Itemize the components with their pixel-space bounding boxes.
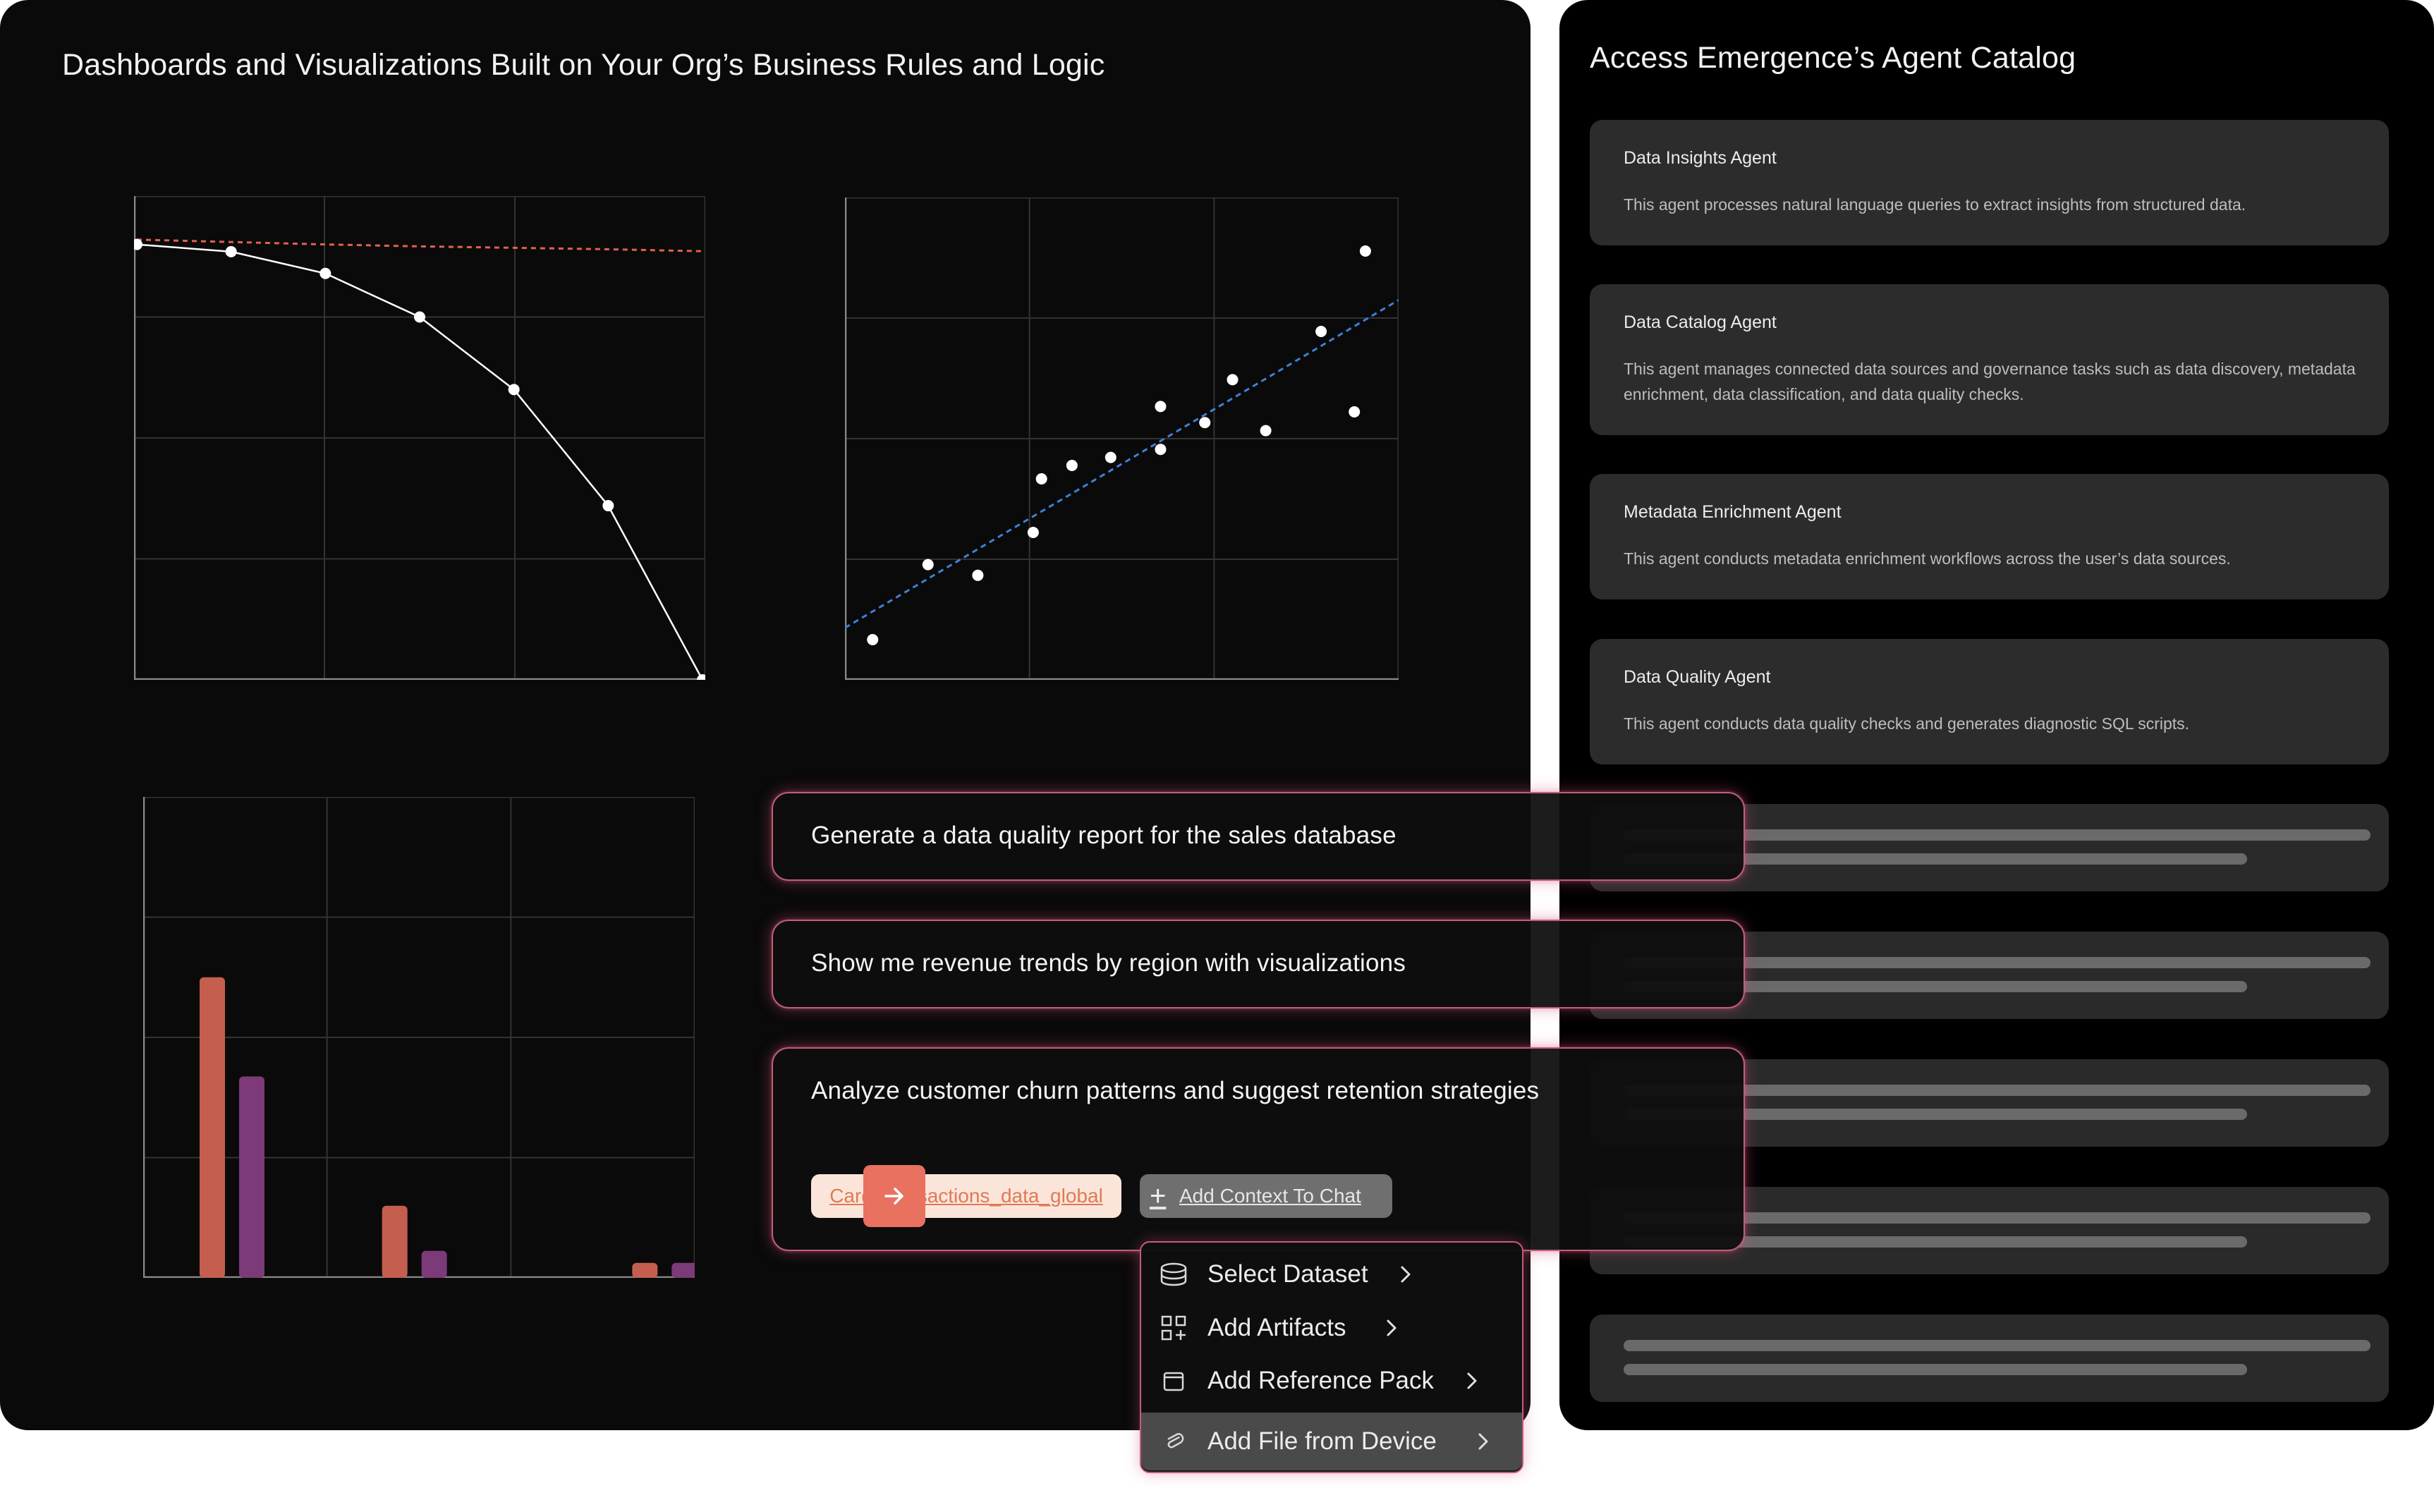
bar [421, 1250, 447, 1278]
agent-card-data-quality[interactable]: Data Quality Agent This agent conducts d… [1590, 639, 2389, 764]
add-context-button[interactable]: + Add Context To Chat [1140, 1174, 1392, 1218]
send-button[interactable] [863, 1165, 925, 1227]
data-point [1035, 473, 1047, 484]
series-line [136, 243, 704, 680]
data-point [867, 634, 879, 645]
data-point [1199, 417, 1211, 429]
database-icon [1158, 1259, 1189, 1290]
placeholder-line [1624, 1212, 2371, 1224]
agent-name: Metadata Enrichment Agent [1624, 502, 1842, 522]
placeholder-line [1624, 1364, 2247, 1375]
menu-item-label: Select Dataset [1207, 1260, 1368, 1288]
data-point [1105, 451, 1116, 463]
placeholder-line [1624, 1340, 2371, 1351]
agent-name: Data Insights Agent [1624, 148, 1777, 168]
agent-catalog-title: Access Emergence’s Agent Catalog [1590, 41, 2076, 75]
placeholder-line [1624, 1085, 2371, 1096]
data-point [1155, 401, 1167, 413]
agent-card-metadata-enrichment[interactable]: Metadata Enrichment Agent This agent con… [1590, 474, 2389, 599]
agent-description: This agent conducts data quality checks … [1624, 714, 2190, 733]
data-point [922, 559, 934, 571]
data-point [1315, 326, 1327, 337]
paperclip-icon [1158, 1426, 1189, 1457]
menu-item-add-reference-pack[interactable]: Add Reference Pack [1141, 1355, 1522, 1406]
data-point [414, 311, 425, 323]
dataset-chip[interactable]: Card_transactions_data_global [811, 1174, 1121, 1218]
bar [239, 1076, 264, 1278]
menu-item-label: Add File from Device [1207, 1427, 1437, 1455]
chevron-right-icon [1395, 1259, 1416, 1290]
placeholder-line [1624, 981, 2247, 992]
placeholder-line [1624, 1109, 2247, 1120]
prompt-suggestion-data-quality[interactable]: Generate a data quality report for the s… [772, 792, 1745, 881]
data-point [1227, 374, 1239, 386]
placeholder-line [1624, 1236, 2247, 1248]
agent-card-data-catalog[interactable]: Data Catalog Agent This agent manages co… [1590, 284, 2389, 435]
add-context-label: Add Context To Chat [1179, 1185, 1361, 1207]
data-point [225, 245, 237, 257]
chevron-right-icon [1381, 1312, 1402, 1343]
scatter-chart [845, 197, 1399, 680]
data-point [508, 384, 520, 396]
agent-description: This agent conducts metadata enrichment … [1624, 549, 2231, 568]
agent-name: Data Quality Agent [1624, 667, 1771, 687]
data-point [697, 674, 705, 680]
placeholder-line [1624, 853, 2247, 865]
chevron-right-icon [1461, 1365, 1483, 1396]
bar [200, 977, 225, 1278]
folder-icon [1158, 1365, 1189, 1396]
chevron-right-icon [1473, 1426, 1494, 1457]
bar [632, 1262, 658, 1278]
menu-item-label: Add Artifacts [1207, 1314, 1346, 1341]
trend-line [845, 299, 1399, 629]
chat-composer[interactable]: Analyze customer churn patterns and sugg… [772, 1047, 1745, 1251]
data-point [602, 500, 614, 512]
data-point [1349, 406, 1361, 417]
data-point [1066, 460, 1078, 471]
placeholder-line [1624, 957, 2371, 968]
data-point [1260, 425, 1272, 437]
bar-chart [143, 797, 695, 1278]
prompt-text: Show me revenue trends by region with vi… [811, 949, 1406, 977]
data-point [1155, 444, 1167, 456]
data-point [320, 267, 331, 279]
data-point [1359, 245, 1371, 257]
agent-card-placeholder [1590, 1315, 2389, 1402]
dashboards-title: Dashboards and Visualizations Built on Y… [62, 48, 1105, 82]
composer-input-text[interactable]: Analyze customer churn patterns and sugg… [811, 1077, 1540, 1104]
menu-item-add-artifacts[interactable]: Add Artifacts [1141, 1303, 1522, 1353]
add-context-menu: Select Dataset Add Artifacts Add Referen… [1140, 1241, 1523, 1473]
menu-item-select-dataset[interactable]: Select Dataset [1141, 1249, 1522, 1300]
agent-description: This agent manages connected data source… [1624, 360, 2356, 403]
data-point [134, 238, 142, 250]
data-point [1027, 527, 1039, 538]
agent-description: This agent processes natural language qu… [1624, 195, 2246, 214]
menu-item-label: Add Reference Pack [1207, 1367, 1435, 1394]
prompt-suggestion-revenue-trends[interactable]: Show me revenue trends by region with vi… [772, 920, 1745, 1008]
agent-card-data-insights[interactable]: Data Insights Agent This agent processes… [1590, 120, 2389, 245]
bar [382, 1205, 408, 1278]
data-point [972, 569, 984, 581]
agent-name: Data Catalog Agent [1624, 312, 1777, 332]
prompt-text: Generate a data quality report for the s… [811, 822, 1396, 849]
reference-line [136, 238, 703, 252]
bar [671, 1262, 695, 1278]
menu-item-add-file-from-device[interactable]: Add File from Device [1141, 1413, 1522, 1470]
line-chart [134, 196, 705, 680]
plus-icon: + [1150, 1181, 1167, 1212]
grid-plus-icon [1158, 1312, 1189, 1343]
placeholder-line [1624, 829, 2371, 841]
arrow-right-icon [884, 1188, 903, 1205]
